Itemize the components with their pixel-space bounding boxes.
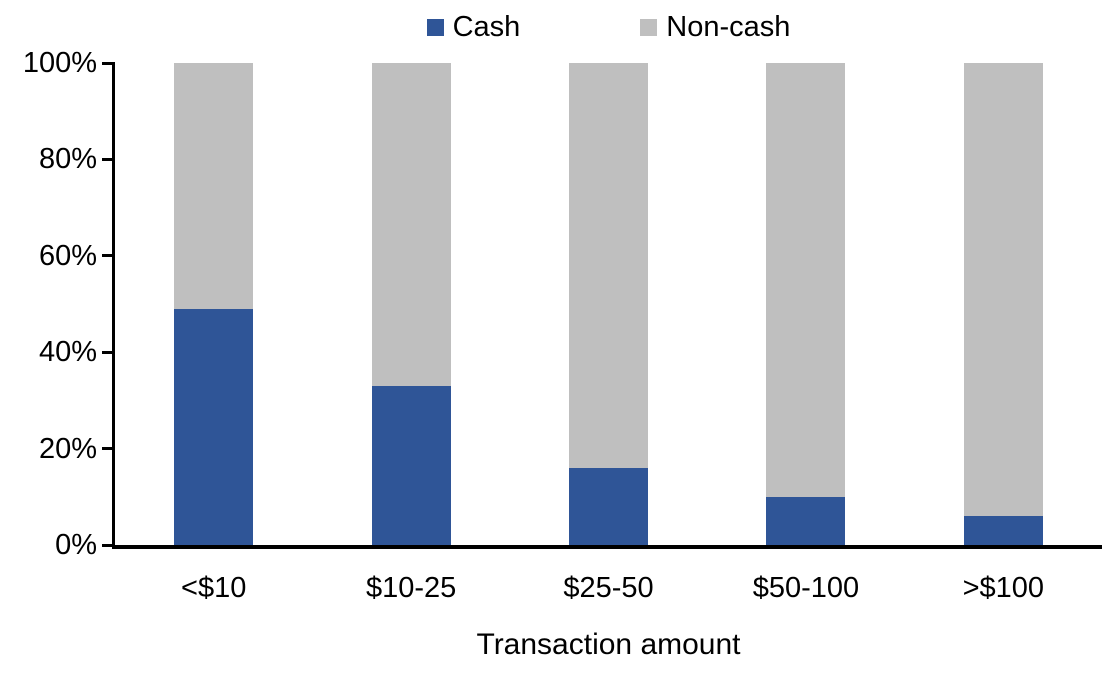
legend-item-cash: Cash [426, 11, 521, 43]
y-axis-tick [102, 350, 115, 354]
stacked-bar-2 [371, 63, 451, 545]
noncash-segment [963, 63, 1043, 517]
chart-legend: Cash Non-cash [115, 11, 1102, 43]
cash-segment [174, 308, 254, 545]
noncash-swatch-icon [640, 18, 658, 36]
x-axis-title: Transaction amount [476, 628, 741, 661]
legend-label-noncash: Non-cash [666, 11, 791, 43]
legend-label-cash: Cash [452, 11, 521, 43]
y-tick-label: 20% [38, 432, 97, 465]
bar-slot [707, 63, 904, 545]
bar-slot [115, 63, 312, 545]
stacked-bar-5 [963, 63, 1043, 545]
x-category-label: $50-100 [752, 572, 860, 604]
y-axis-tick [102, 254, 115, 258]
y-tick-label: 0% [55, 529, 97, 561]
bar-slot [905, 63, 1102, 545]
cash-segment [569, 467, 648, 545]
noncash-segment [766, 63, 846, 497]
y-axis-tick [102, 157, 115, 161]
stacked-bar-3 [569, 63, 648, 545]
legend-item-noncash: Non-cash [640, 11, 790, 43]
bar-slot [312, 63, 509, 545]
y-axis-tick [102, 61, 115, 65]
y-axis-tick [102, 543, 115, 547]
y-tick-label: 40% [38, 336, 97, 369]
y-tick-label: 100% [22, 47, 97, 79]
y-tick-label: 80% [38, 143, 97, 176]
noncash-segment [371, 63, 451, 386]
cash-segment [766, 496, 846, 545]
x-category-label: >$100 [962, 572, 1045, 604]
y-axis-labels: 0% 20% 40% 60% 80% 100% [0, 47, 97, 561]
y-axis-tick [102, 447, 115, 451]
bars-container [115, 63, 1102, 545]
cash-segment [371, 385, 451, 545]
y-tick-label: 60% [38, 239, 97, 272]
stacked-bar-4 [766, 63, 846, 545]
x-axis-labels: <$10 $10-25 $25-50 $50-100 >$100 [115, 572, 1102, 604]
plot-area [102, 61, 1102, 549]
x-category-label: $25-50 [563, 572, 654, 604]
cash-segment [963, 516, 1043, 545]
cash-swatch-icon [426, 18, 444, 36]
x-category-label: $10-25 [365, 572, 457, 604]
x-category-label: <$10 [181, 572, 247, 604]
bar-slot [510, 63, 707, 545]
stacked-bar-1 [174, 63, 254, 545]
noncash-segment [569, 63, 648, 468]
noncash-segment [174, 63, 254, 309]
